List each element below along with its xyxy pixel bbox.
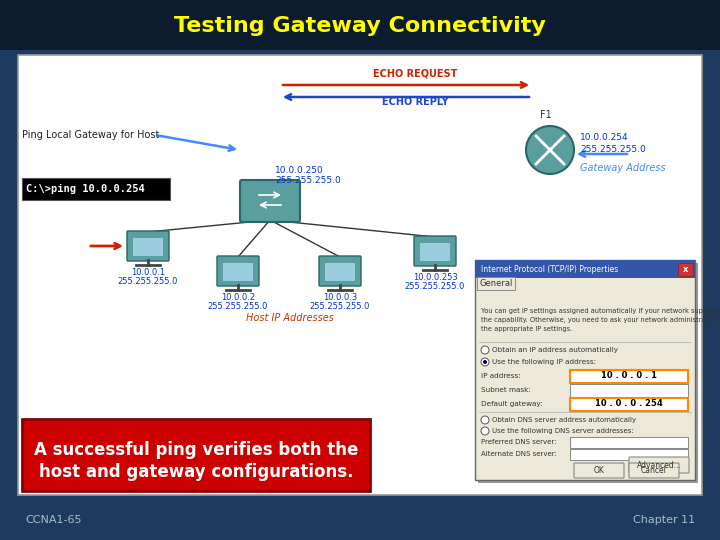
FancyBboxPatch shape	[319, 256, 361, 286]
Text: 10.0.0.253: 10.0.0.253	[413, 273, 457, 282]
Bar	[475, 260, 695, 480]
Bar	[0, 500, 720, 540]
Text: 10.0.0.3: 10.0.0.3	[323, 293, 357, 302]
FancyBboxPatch shape	[217, 256, 259, 286]
Text: Cancel: Cancel	[641, 466, 667, 475]
Text: IP address:: IP address:	[481, 373, 521, 379]
Text: Gateway Address: Gateway Address	[580, 163, 665, 173]
Bar	[570, 437, 688, 448]
Bar	[22, 178, 170, 200]
Text: Use the following DNS server addresses:: Use the following DNS server addresses:	[492, 428, 634, 434]
Text: 10.0.0.254: 10.0.0.254	[580, 133, 629, 143]
Bar	[570, 449, 688, 460]
Text: Testing Gateway Connectivity: Testing Gateway Connectivity	[174, 16, 546, 36]
Text: Obtain an IP address automatically: Obtain an IP address automatically	[492, 347, 618, 353]
Text: the appropriate IP settings.: the appropriate IP settings.	[481, 326, 572, 332]
Text: Internet Protocol (TCP/IP) Properties: Internet Protocol (TCP/IP) Properties	[481, 265, 618, 273]
Circle shape	[481, 346, 489, 354]
Text: the capability. Otherwise, you need to ask your network administrator for: the capability. Otherwise, you need to a…	[481, 317, 720, 323]
Text: You can get IP settings assigned automatically if your network supports: You can get IP settings assigned automat…	[481, 308, 720, 314]
Text: 10.0.0.250: 10.0.0.250	[275, 166, 324, 175]
Text: Ping Local Gateway for Host: Ping Local Gateway for Host	[22, 130, 159, 140]
Circle shape	[481, 358, 489, 366]
Text: 255.255.255.0: 255.255.255.0	[208, 302, 268, 311]
FancyBboxPatch shape	[127, 231, 169, 261]
FancyBboxPatch shape	[240, 180, 300, 222]
FancyBboxPatch shape	[414, 236, 456, 266]
Bar	[133, 238, 163, 256]
Text: Alternate DNS server:: Alternate DNS server:	[481, 451, 557, 457]
Bar	[18, 55, 702, 495]
Text: 255.255.255.0: 255.255.255.0	[580, 145, 646, 154]
Text: A successful ping verifies both the: A successful ping verifies both the	[34, 441, 358, 459]
Bar	[22, 419, 370, 491]
Text: ECHO REPLY: ECHO REPLY	[382, 97, 449, 107]
Text: x: x	[683, 265, 688, 274]
Text: Obtain DNS server address automatically: Obtain DNS server address automatically	[492, 417, 636, 423]
Text: Use the following IP address:: Use the following IP address:	[492, 359, 596, 365]
Text: F1: F1	[540, 110, 552, 120]
Circle shape	[481, 416, 489, 424]
Text: 255.255.255.0: 255.255.255.0	[310, 302, 370, 311]
FancyBboxPatch shape	[574, 463, 624, 478]
Text: 10 . 0 . 0 . 254: 10 . 0 . 0 . 254	[595, 400, 663, 408]
Text: 10.0.0.2: 10.0.0.2	[221, 293, 255, 302]
Bar	[223, 263, 253, 281]
Bar	[420, 243, 450, 261]
Bar	[570, 370, 688, 383]
Text: OK: OK	[593, 466, 604, 475]
Text: host and gateway configurations.: host and gateway configurations.	[39, 463, 354, 481]
Text: CCNA1-65: CCNA1-65	[25, 515, 81, 525]
Text: General: General	[480, 279, 513, 287]
Text: 255.255.255.0: 255.255.255.0	[405, 282, 465, 291]
Text: Advanced...: Advanced...	[636, 461, 681, 469]
FancyBboxPatch shape	[629, 457, 689, 473]
Bar	[570, 398, 688, 411]
Bar	[678, 263, 693, 276]
Bar	[0, 0, 720, 50]
Text: 10 . 0 . 0 . 1: 10 . 0 . 0 . 1	[601, 372, 657, 381]
Text: Host IP Addresses: Host IP Addresses	[246, 313, 334, 323]
Bar	[325, 263, 355, 281]
Bar	[475, 260, 695, 278]
Circle shape	[526, 126, 574, 174]
Text: Subnet mask:: Subnet mask:	[481, 387, 531, 393]
Text: Default gateway:: Default gateway:	[481, 401, 543, 407]
Bar	[478, 263, 698, 483]
Text: ECHO REQUEST: ECHO REQUEST	[373, 68, 457, 78]
Text: 10.0.0.1: 10.0.0.1	[131, 268, 165, 277]
Bar	[477, 277, 515, 290]
Circle shape	[481, 427, 489, 435]
Text: C:\>ping 10.0.0.254: C:\>ping 10.0.0.254	[26, 184, 145, 194]
FancyBboxPatch shape	[629, 463, 679, 478]
Text: Chapter 11: Chapter 11	[633, 515, 695, 525]
Text: 255.255.255.0: 255.255.255.0	[118, 277, 178, 286]
Circle shape	[483, 360, 487, 364]
Text: Preferred DNS server:: Preferred DNS server:	[481, 439, 557, 445]
Bar	[570, 384, 688, 397]
Bar	[0, 50, 720, 500]
Text: 255.255.255.0: 255.255.255.0	[275, 176, 341, 185]
